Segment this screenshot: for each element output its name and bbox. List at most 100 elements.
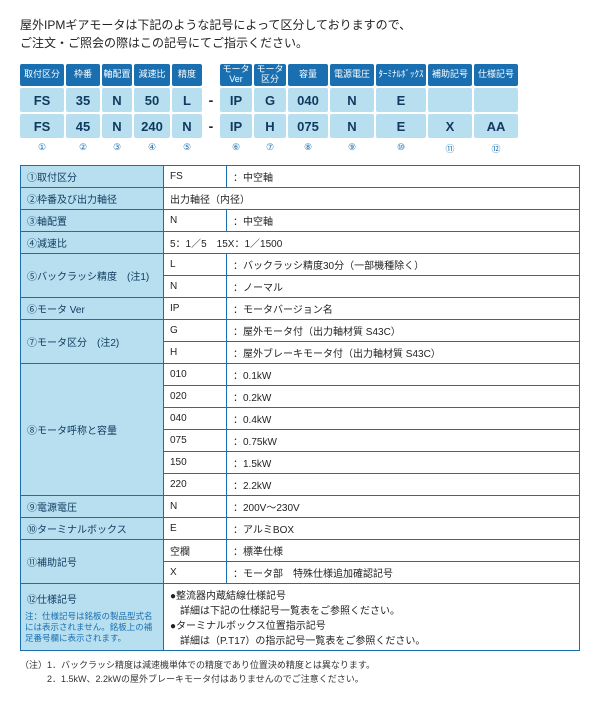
spec-desc: ：0.1kW <box>227 364 580 386</box>
cell: E <box>376 114 426 138</box>
cell: N <box>330 114 374 138</box>
spec-desc: ：200V～230V <box>227 496 580 518</box>
hdr-12: 仕様記号 <box>474 64 518 86</box>
cell: N <box>172 114 202 138</box>
cell: IP <box>220 88 252 112</box>
cell: G <box>254 88 286 112</box>
spec-code: H <box>164 342 227 364</box>
bullet-detail: 詳細は（P.T17）の指示記号一覧表をご参照ください。 <box>170 632 573 647</box>
hdr-11: 補助記号 <box>428 64 472 86</box>
spec-desc: ：屋外ブレーキモータ付（出力軸材質 S43C） <box>227 342 580 364</box>
example-row-1: FS 35 N 50 L - IP G 040 N E <box>20 88 580 112</box>
cell <box>474 88 518 112</box>
spec-desc: ：中空軸 <box>227 166 580 188</box>
spec-code: N <box>164 210 227 232</box>
spec-desc: ：バックラッシ精度30分（一部機種除く） <box>227 254 580 276</box>
cell: 50 <box>134 88 170 112</box>
spec-code: G <box>164 320 227 342</box>
spec-code: 075 <box>164 430 227 452</box>
num: ⑫ <box>474 142 518 155</box>
num: ⑪ <box>428 142 472 155</box>
num: ⑩ <box>376 142 426 155</box>
spec-desc: ：ノーマル <box>227 276 580 298</box>
hdr-3: 軸配置 <box>102 64 132 86</box>
spec-code: 020 <box>164 386 227 408</box>
spec-code: 010 <box>164 364 227 386</box>
cell: IP <box>220 114 252 138</box>
spec-label: ⑩ターミナルボックス <box>21 518 164 540</box>
footnotes: （注）1．バックラッシ精度は減速機単体での精度であり位置決め精度とは異なります。… <box>20 659 580 686</box>
spec-desc: ：アルミBOX <box>227 518 580 540</box>
cell: N <box>330 88 374 112</box>
spec-label: ⑫仕様記号 <box>21 588 163 609</box>
spec-label: ②枠番及び出力軸径 <box>21 188 164 210</box>
spec-desc: ：モータバージョン名 <box>227 298 580 320</box>
spec-desc: ：0.2kW <box>227 386 580 408</box>
cell: E <box>376 88 426 112</box>
spec-label: ⑪補助記号 <box>21 540 164 584</box>
dash: - <box>204 118 218 134</box>
bullet: ●ターミナルボックス位置指示記号 <box>170 617 573 632</box>
hdr-1: 取付区分 <box>20 64 64 86</box>
spec-desc: 5：1／5 15X：1／1500 <box>164 232 580 254</box>
spec-code: 空欄 <box>164 540 227 562</box>
spec-label: ⑥モータ Ver <box>21 298 164 320</box>
spec-desc: ：標準仕様 <box>227 540 580 562</box>
num: ⑧ <box>288 142 328 155</box>
num: ⑤ <box>172 142 202 155</box>
spacer <box>204 142 218 155</box>
footnote-1: （注）1．バックラッシ精度は減速機単体での精度であり位置決め精度とは異なります。 <box>20 659 580 673</box>
spec-code: FS <box>164 166 227 188</box>
cell: N <box>102 114 132 138</box>
footnote-2: 2．1.5kW、2.2kWの屋外ブレーキモータ付はありませんのでご注意ください。 <box>20 673 580 687</box>
hdr-4: 減速比 <box>134 64 170 86</box>
spec-label: ④減速比 <box>21 232 164 254</box>
spec-label: ⑨電源電圧 <box>21 496 164 518</box>
cell: 040 <box>288 88 328 112</box>
spec-code: N <box>164 496 227 518</box>
num: ① <box>20 142 64 155</box>
hdr-10: ﾀｰﾐﾅﾙﾎﾞｯｸｽ <box>376 64 426 86</box>
spec-label-12: ⑫仕様記号 注：仕様記号は銘板の製品型式名には表示されません。銘板上の補足番号欄… <box>21 584 164 651</box>
hdr-6: モータVer <box>220 64 252 86</box>
hdr-5: 精度 <box>172 64 202 86</box>
intro-line2: ご注文・ご照会の際はこの記号にてご指示ください。 <box>20 36 308 50</box>
intro-line1: 屋外IPMギアモータは下記のような記号によって区分しておりますので、 <box>20 18 411 32</box>
cell: FS <box>20 88 64 112</box>
cell <box>428 88 472 112</box>
spec-code: 150 <box>164 452 227 474</box>
spec-code: 220 <box>164 474 227 496</box>
intro-text: 屋外IPMギアモータは下記のような記号によって区分しておりますので、 ご注文・ご… <box>20 16 580 52</box>
bullet-detail: 詳細は下記の仕様記号一覧表をご参照ください。 <box>170 602 573 617</box>
spec-desc: ：2.2kW <box>227 474 580 496</box>
hdr-8: 容量 <box>288 64 328 86</box>
hdr-2: 枠番 <box>66 64 100 86</box>
spec-inline-note: 注：仕様記号は銘板の製品型式名には表示されません。銘板上の補足番号欄に表示されま… <box>21 609 163 646</box>
cell: 240 <box>134 114 170 138</box>
dash: - <box>204 92 218 108</box>
hdr-9: 電源電圧 <box>330 64 374 86</box>
cell: H <box>254 114 286 138</box>
spec-code: X <box>164 562 227 584</box>
circled-numbers: ① ② ③ ④ ⑤ ⑥ ⑦ ⑧ ⑨ ⑩ ⑪ ⑫ <box>20 142 580 155</box>
spec-desc: ：0.4kW <box>227 408 580 430</box>
cell: 075 <box>288 114 328 138</box>
specification-table: ①取付区分FS：中空軸 ②枠番及び出力軸径出力軸径（内径） ③軸配置N：中空軸 … <box>20 165 580 651</box>
cell: 45 <box>66 114 100 138</box>
spec-desc: ：中空軸 <box>227 210 580 232</box>
spec-label: ⑤バックラッシ精度 (注1) <box>21 254 164 298</box>
spec-code: 040 <box>164 408 227 430</box>
spec-desc: ：モータ部 特殊仕様追加確認記号 <box>227 562 580 584</box>
cell: X <box>428 114 472 138</box>
code-designation-table: 取付区分 枠番 軸配置 減速比 精度 モータVer モータ区分 容量 電源電圧 … <box>20 64 580 138</box>
num: ④ <box>134 142 170 155</box>
spec-code: E <box>164 518 227 540</box>
cell: FS <box>20 114 64 138</box>
spec-desc: 出力軸径（内径） <box>164 188 580 210</box>
example-row-2: FS 45 N 240 N - IP H 075 N E X AA <box>20 114 580 138</box>
spec-desc: ：0.75kW <box>227 430 580 452</box>
num: ③ <box>102 142 132 155</box>
spec-code: N <box>164 276 227 298</box>
num: ② <box>66 142 100 155</box>
cell: 35 <box>66 88 100 112</box>
